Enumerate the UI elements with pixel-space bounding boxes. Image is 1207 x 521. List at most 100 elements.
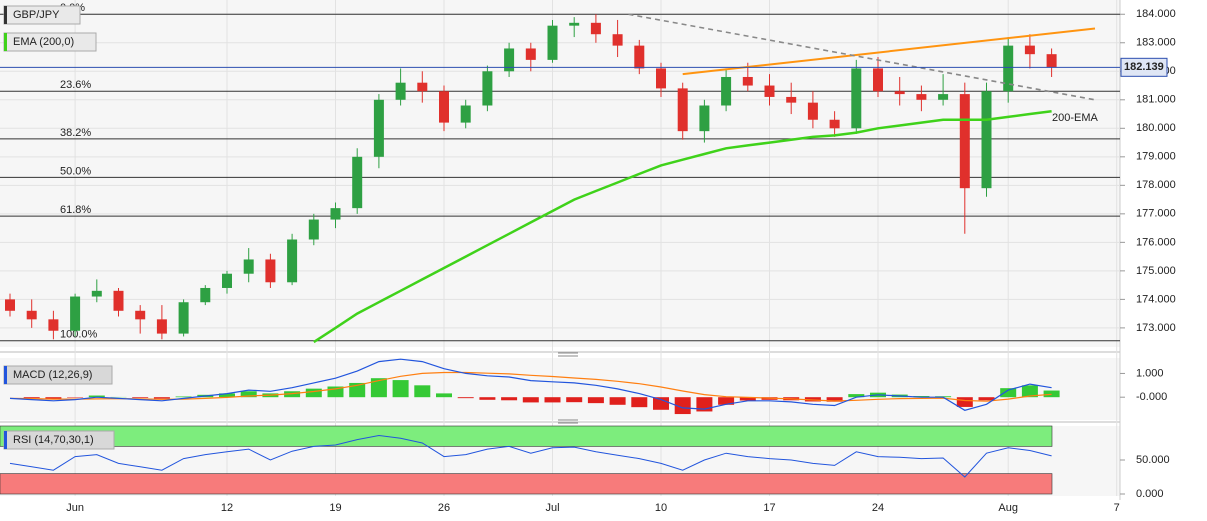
histogram-bar bbox=[718, 397, 735, 405]
y-tick-label: 174.000 bbox=[1136, 293, 1176, 305]
x-tick-label: Jul bbox=[545, 502, 559, 514]
y-tick-label: 184.000 bbox=[1136, 8, 1176, 20]
y-tick-label: 0.000 bbox=[1136, 488, 1164, 500]
resize-grip[interactable] bbox=[558, 419, 578, 424]
candle-body bbox=[265, 259, 276, 283]
histogram-bar bbox=[219, 393, 235, 398]
candle-body bbox=[699, 105, 710, 132]
last-price-label: 182.139 bbox=[1124, 61, 1164, 73]
macd-panel bbox=[0, 358, 1120, 420]
candle-body bbox=[1046, 54, 1057, 68]
fib-label: 23.6% bbox=[60, 79, 91, 91]
candle-body bbox=[677, 88, 688, 132]
histogram-bar bbox=[88, 395, 105, 398]
histogram-bar bbox=[175, 396, 192, 398]
histogram-bar bbox=[978, 397, 995, 401]
histogram-bar bbox=[305, 388, 322, 398]
histogram-bar bbox=[327, 386, 344, 398]
candle-body bbox=[721, 76, 732, 106]
fib-label: 50.0% bbox=[60, 165, 91, 177]
fib-label: 38.2% bbox=[60, 127, 91, 139]
candle-body bbox=[547, 25, 558, 60]
histogram-bar bbox=[370, 378, 387, 398]
histogram-bar bbox=[23, 397, 40, 399]
histogram-bar bbox=[1021, 385, 1038, 398]
x-tick-label: 17 bbox=[763, 502, 775, 514]
histogram-bar bbox=[739, 397, 756, 401]
candle-body bbox=[981, 91, 992, 189]
resize-grip[interactable] bbox=[558, 352, 578, 357]
candle-body bbox=[1024, 45, 1035, 55]
candle-body bbox=[764, 85, 775, 97]
macd-line bbox=[9, 358, 1052, 411]
y-tick-label: 1.000 bbox=[1136, 367, 1164, 379]
candle-body bbox=[156, 319, 167, 334]
histogram-bar bbox=[587, 397, 604, 404]
candle-body bbox=[504, 48, 515, 72]
candle-body bbox=[48, 319, 59, 331]
histogram-bar bbox=[848, 394, 865, 398]
y-tick-label: 175.000 bbox=[1136, 265, 1176, 277]
y-tick-label: -0.000 bbox=[1136, 391, 1167, 403]
y-tick-label: 180.000 bbox=[1136, 122, 1176, 134]
candle-body bbox=[873, 68, 883, 92]
candle-body bbox=[135, 310, 146, 320]
candle-body bbox=[742, 76, 753, 86]
histogram-bar bbox=[479, 397, 496, 400]
x-tick-label: 19 bbox=[329, 502, 341, 514]
x-tick-label: 7 bbox=[1114, 502, 1120, 514]
candle-body bbox=[1003, 45, 1014, 92]
y-tick-label: 173.000 bbox=[1136, 322, 1176, 334]
y-tick-label: 181.000 bbox=[1136, 94, 1176, 106]
y-tick-label: 177.000 bbox=[1136, 208, 1176, 220]
trendline bbox=[628, 13, 1096, 101]
candle-body bbox=[70, 296, 81, 331]
candle-body bbox=[786, 96, 797, 103]
y-tick-label: 50.000 bbox=[1136, 454, 1170, 466]
histogram-bar bbox=[132, 397, 149, 398]
candle-body bbox=[612, 34, 623, 46]
histogram-bar bbox=[631, 397, 648, 408]
histogram-bar bbox=[45, 397, 62, 399]
candle-body bbox=[5, 299, 15, 311]
indicator-label-marker bbox=[4, 431, 7, 449]
candle-body bbox=[938, 94, 949, 100]
indicator-label-marker bbox=[4, 366, 7, 384]
candle-body bbox=[439, 91, 449, 123]
histogram-bar bbox=[392, 380, 409, 398]
fib-label: 61.8% bbox=[60, 204, 91, 216]
y-tick-label: 183.000 bbox=[1136, 37, 1176, 49]
indicator-label: EMA (200,0) bbox=[13, 36, 74, 48]
candle-body bbox=[525, 48, 536, 60]
histogram-bar bbox=[153, 397, 170, 399]
x-tick-label: 24 bbox=[872, 502, 884, 514]
histogram-bar bbox=[674, 397, 691, 415]
histogram-bar bbox=[1043, 390, 1060, 398]
histogram-bar bbox=[522, 397, 539, 403]
candle-body bbox=[482, 71, 493, 106]
histogram-bar bbox=[544, 397, 561, 403]
ema-line bbox=[313, 109, 1052, 344]
ema-annotation: 200-EMA bbox=[1052, 112, 1099, 124]
indicator-label-marker bbox=[4, 6, 7, 24]
candle-body bbox=[417, 82, 428, 92]
candle-body bbox=[894, 91, 905, 95]
histogram-bar bbox=[826, 397, 843, 402]
x-tick-label: 12 bbox=[221, 502, 233, 514]
candle-body bbox=[200, 287, 211, 303]
candle-body bbox=[829, 119, 840, 129]
candle-body bbox=[243, 259, 254, 274]
x-tick-label: Jun bbox=[66, 502, 84, 514]
histogram-bar bbox=[956, 397, 973, 407]
price-panel bbox=[0, 0, 1120, 347]
x-tick-label: 26 bbox=[438, 502, 450, 514]
histogram-bar bbox=[609, 397, 626, 405]
histogram-bar bbox=[284, 391, 301, 398]
histogram-bar bbox=[653, 397, 669, 410]
candle-body bbox=[287, 239, 298, 283]
candle-body bbox=[178, 302, 189, 334]
rsi-band bbox=[0, 473, 1053, 495]
candle-body bbox=[656, 68, 666, 89]
histogram-bar bbox=[804, 397, 821, 402]
rsi-band bbox=[0, 425, 1053, 447]
